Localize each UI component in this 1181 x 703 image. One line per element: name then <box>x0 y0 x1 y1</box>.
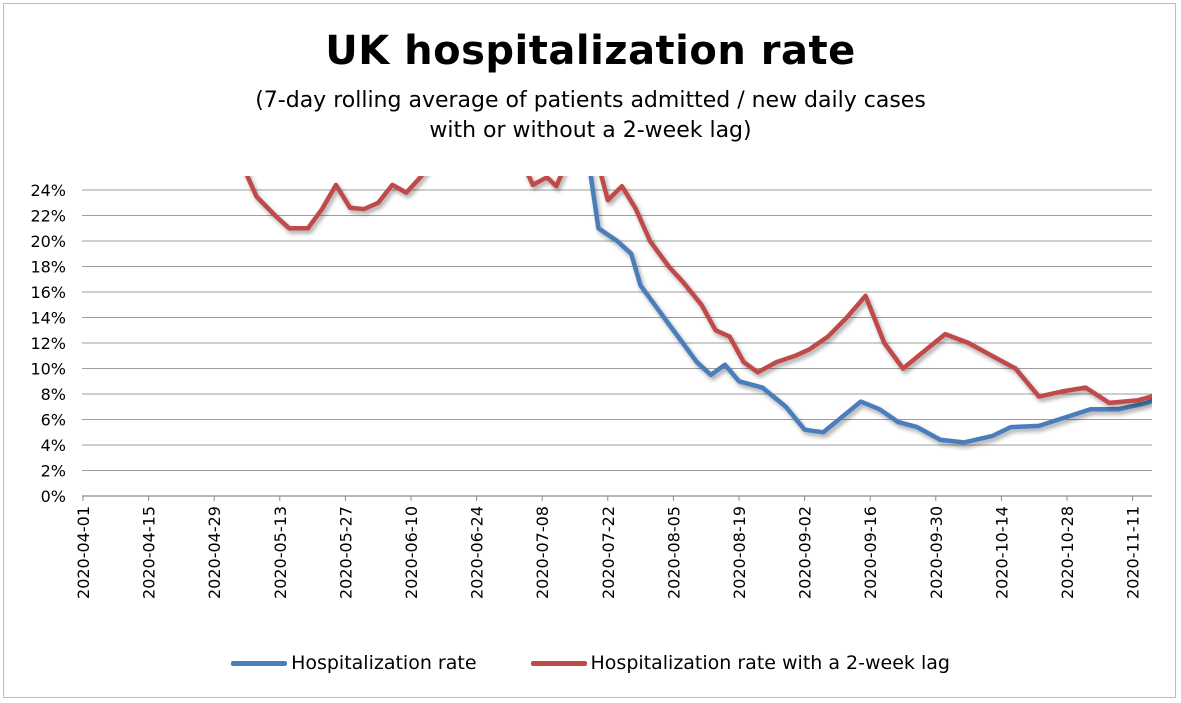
y-tick-label: 0% <box>41 487 66 506</box>
x-tick-label: 2020-05-27 <box>336 506 355 599</box>
x-tick-label: 2020-06-24 <box>468 506 487 599</box>
y-axis-tick-labels: 0% 2% 4% 6% 8% 10% 12% 14% 16% 18% 20% 22% 24% <box>30 181 66 506</box>
x-tick-label: 2020-04-15 <box>140 506 159 599</box>
x-tick-label: 2020-08-19 <box>730 506 749 599</box>
x-tick-label: 2020-04-29 <box>205 506 224 599</box>
chart-subtitle-line-1: (7-day rolling average of patients admit… <box>255 88 926 113</box>
gridlines <box>82 189 1152 497</box>
y-tick-label: 22% <box>30 207 66 226</box>
x-tick-label: 2020-10-14 <box>992 506 1011 599</box>
legend-label-hospitalization-rate-lag: Hospitalization rate with a 2-week lag <box>590 652 950 674</box>
legend-swatch-hospitalization-rate-lag <box>530 660 587 666</box>
x-tick-label: 2020-08-05 <box>664 506 683 599</box>
x-tick-label: 2020-09-02 <box>796 506 815 599</box>
y-tick-label: 4% <box>41 436 66 455</box>
x-tick-label: 2020-09-30 <box>927 506 946 599</box>
x-tick-label: 2020-05-13 <box>271 506 290 599</box>
chart-title: UK hospitalization rate <box>325 28 856 74</box>
y-tick-label: 12% <box>30 334 66 353</box>
legend-item-hospitalization-rate: Hospitalization rate <box>231 652 477 674</box>
x-tick-label: 2020-10-28 <box>1058 506 1077 599</box>
legend-item-hospitalization-rate-lag: Hospitalization rate with a 2-week lag <box>530 652 950 674</box>
series-lines <box>244 176 1152 445</box>
series-line-hospitalization-rate-lag <box>244 176 1152 406</box>
y-tick-label: 18% <box>30 258 66 277</box>
y-tick-label: 8% <box>41 385 66 404</box>
y-tick-label: 10% <box>30 360 66 379</box>
x-axis-tick-labels: 2020-04-01 2020-04-15 2020-04-29 2020-05-13… <box>74 496 1143 599</box>
y-tick-label: 2% <box>41 462 66 481</box>
y-tick-label: 14% <box>30 309 66 328</box>
legend-swatch-hospitalization-rate <box>231 660 288 666</box>
chart-subtitle: (7-day rolling average of patients admit… <box>0 86 1181 146</box>
series-line-hospitalization-rate <box>588 176 1152 445</box>
y-tick-label: 20% <box>30 232 66 251</box>
chart-legend: Hospitalization rate Hospitalization rat… <box>0 650 1181 676</box>
x-tick-label: 2020-07-08 <box>533 506 552 599</box>
x-tick-label: 2020-11-11 <box>1124 506 1143 599</box>
legend-label-hospitalization-rate: Hospitalization rate <box>291 652 477 674</box>
y-tick-label: 6% <box>41 411 66 430</box>
x-tick-label: 2020-09-16 <box>861 506 880 599</box>
y-tick-label: 16% <box>30 283 66 302</box>
y-tick-label: 24% <box>30 181 66 200</box>
x-tick-label: 2020-06-10 <box>402 506 421 599</box>
x-tick-label: 2020-07-22 <box>599 506 618 599</box>
x-tick-label: 2020-04-01 <box>74 506 93 599</box>
chart-subtitle-line-2: with or without a 2-week lag) <box>429 118 752 143</box>
